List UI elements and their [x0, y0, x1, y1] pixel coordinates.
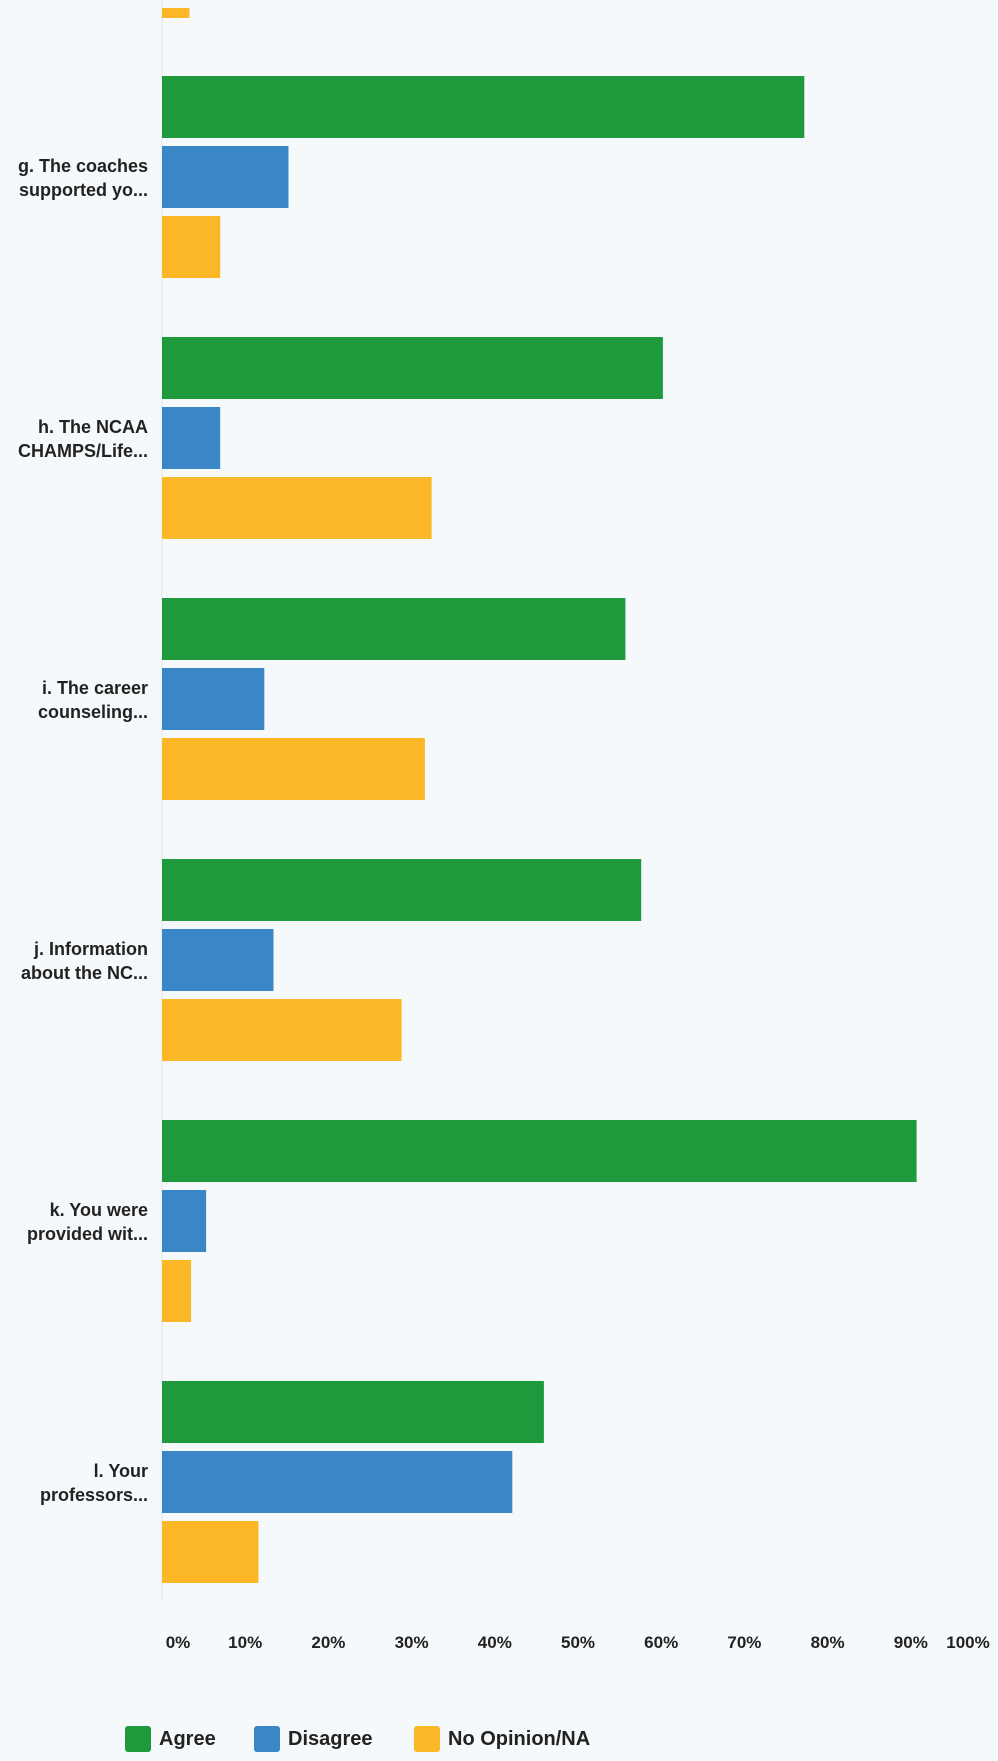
bar-disagree-4: [162, 929, 274, 991]
bar-chart: g. The coaches supported yo... h. The NCAA…: [18, 0, 990, 1652]
x-tick-label-10: 100%: [946, 1633, 989, 1652]
category-label-1: g. The coaches supported yo...: [18, 156, 148, 200]
bar-agree-3: [162, 598, 626, 660]
legend-item-agree: Agree: [125, 1726, 216, 1752]
x-tick-label-0: 0%: [166, 1633, 191, 1652]
legend-label-agree: Agree: [159, 1727, 216, 1750]
bar-no-opinion-na-3: [162, 738, 425, 800]
x-tick-label-6: 60%: [644, 1633, 678, 1652]
bar-partial-no-opinion: [162, 8, 190, 18]
legend-label-disagree: Disagree: [288, 1727, 373, 1750]
bar-no-opinion-na-4: [162, 999, 402, 1061]
category-label-4: j. Information about the NC...: [21, 939, 148, 983]
legend-item-no-opinion: No Opinion/NA: [414, 1726, 590, 1752]
bar-agree-4: [162, 859, 642, 921]
x-tick-label-8: 80%: [811, 1633, 845, 1652]
legend-swatch-no-opinion: [414, 1726, 440, 1752]
bar-agree-5: [162, 1120, 917, 1182]
x-tick-label-2: 20%: [311, 1633, 345, 1652]
bar-agree-6: [162, 1381, 544, 1443]
legend-swatch-disagree: [254, 1726, 280, 1752]
chart-legend: Agree Disagree No Opinion/NA: [0, 1722, 998, 1756]
bar-agree-2: [162, 337, 663, 399]
bar-disagree-3: [162, 668, 265, 730]
x-tick-label-3: 30%: [395, 1633, 429, 1652]
legend-swatch-agree: [125, 1726, 151, 1752]
category-label-5: k. You were provided wit...: [27, 1200, 148, 1244]
category-label-2: h. The NCAA CHAMPS/Life...: [18, 417, 148, 461]
x-tick-label-1: 10%: [228, 1633, 262, 1652]
x-tick-label-4: 40%: [478, 1633, 512, 1652]
category-label-3: i. The career counseling...: [38, 678, 148, 722]
bar-disagree-5: [162, 1190, 207, 1252]
x-tick-label-5: 50%: [561, 1633, 595, 1652]
legend-item-disagree: Disagree: [254, 1726, 373, 1752]
bar-agree-1: [162, 76, 805, 138]
category-label-6: l. Your professors...: [40, 1461, 148, 1505]
x-tick-label-7: 70%: [727, 1633, 761, 1652]
bar-no-opinion-na-6: [162, 1521, 259, 1583]
bar-no-opinion-na-2: [162, 477, 432, 539]
bar-disagree-2: [162, 407, 221, 469]
bar-disagree-6: [162, 1451, 513, 1513]
bar-disagree-1: [162, 146, 289, 208]
bar-no-opinion-na-1: [162, 216, 221, 278]
x-tick-label-9: 90%: [894, 1633, 928, 1652]
bar-no-opinion-na-5: [162, 1260, 192, 1322]
legend-label-no-opinion: No Opinion/NA: [448, 1727, 591, 1750]
